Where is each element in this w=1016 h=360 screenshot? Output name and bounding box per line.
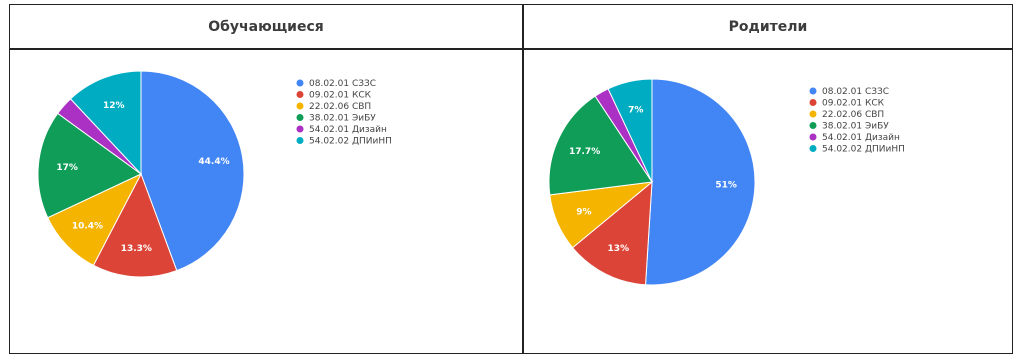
- pie-slice-students-0: [140, 70, 245, 272]
- legend-label-parents-0: 08.02.01 СЗЗС: [822, 87, 889, 97]
- legend-dot-parents-4: [809, 133, 817, 141]
- legend-label-students-1: 09.02.01 КСК: [309, 91, 372, 101]
- legend-label-students-5: 54.02.02 ДПИиНП: [309, 137, 392, 147]
- legend-dot-parents-1: [809, 99, 817, 106]
- slice-label-parents-3: 17.7%: [569, 147, 600, 157]
- header-students: Обучающиеся: [208, 18, 324, 35]
- pie-slice-parents-1: [571, 180, 653, 286]
- legend-label-students-4: 54.02.01 Дизайн: [309, 125, 387, 135]
- slice-label-parents-2: 9%: [576, 207, 591, 217]
- legend-dot-students-2: [296, 102, 304, 110]
- legend-dot-parents-5: [809, 145, 817, 152]
- pie-slice-parents-3: [548, 95, 653, 196]
- slice-label-students-1: 13.3%: [121, 244, 152, 254]
- legend-label-parents-4: 54.02.01 Дизайн: [822, 133, 900, 143]
- slice-label-parents-5: 7%: [628, 106, 643, 116]
- legend-label-students-3: 38.02.01 ЭиБУ: [309, 114, 376, 124]
- pie-slice-parents-0: [645, 78, 756, 286]
- slice-label-parents-1: 13%: [608, 244, 630, 254]
- pie-chart-parents: 51% 13% 9% 17.7% 7%: [548, 78, 756, 286]
- pie-slice-students-5: [69, 70, 142, 176]
- legend-dot-students-5: [296, 137, 304, 144]
- legend-label-students-0: 08.02.01 СЗЗС: [309, 79, 376, 89]
- legend-dot-students-0: [296, 79, 304, 87]
- slice-label-students-0: 44.4%: [198, 157, 229, 167]
- legend-dot-parents-2: [809, 110, 817, 118]
- legend-label-parents-1: 09.02.01 КСК: [822, 99, 885, 109]
- pie-slice-students-3: [37, 112, 142, 219]
- legend-dot-parents-0: [809, 87, 817, 95]
- pie-chart-students: 44.4% 13.3% 10.4% 17% 12%: [37, 70, 245, 278]
- slice-label-students-2: 10.4%: [72, 221, 103, 231]
- legend-label-parents-5: 54.02.02 ДПИиНП: [822, 145, 905, 155]
- legend-label-parents-3: 38.02.01 ЭиБУ: [822, 122, 889, 132]
- header-row-divider: [10, 48, 1012, 50]
- legend-dot-students-3: [296, 114, 304, 121]
- pie-slice-parents-5: [607, 78, 653, 183]
- legend-label-students-2: 22.02.06 СВП: [309, 102, 371, 112]
- column-divider: [522, 5, 524, 353]
- legend-label-parents-2: 22.02.06 СВП: [822, 110, 884, 120]
- legend-dot-students-4: [296, 125, 304, 133]
- pie-slice-students-1: [92, 172, 178, 278]
- slice-label-students-5: 12%: [103, 101, 125, 111]
- legend-dot-students-1: [296, 91, 304, 98]
- slice-label-parents-0: 51%: [715, 180, 737, 190]
- slice-label-students-3: 17%: [56, 163, 78, 173]
- header-parents: Родители: [728, 18, 808, 35]
- legend-dot-parents-3: [809, 122, 817, 129]
